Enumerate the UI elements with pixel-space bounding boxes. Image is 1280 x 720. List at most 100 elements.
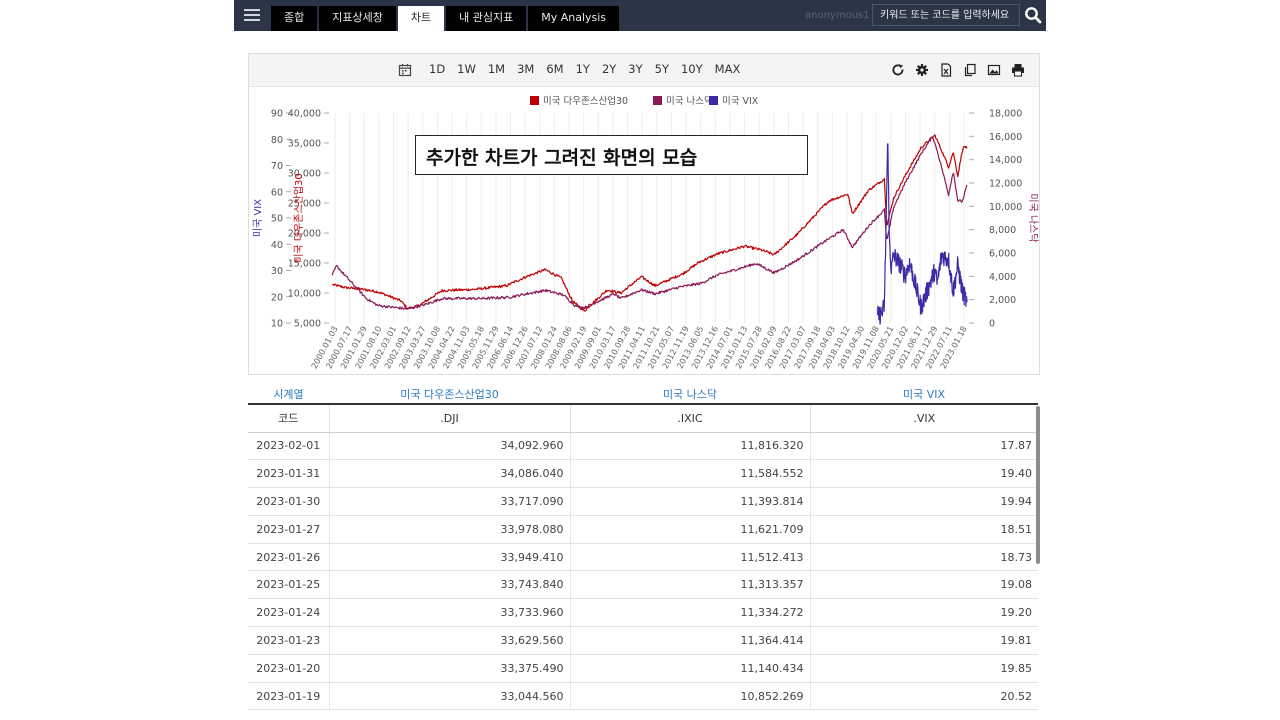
range-button-6m[interactable]: 6M [546, 62, 564, 76]
image-icon[interactable] [987, 63, 1001, 77]
table-row: 2023-01-24 33,733.960 11,334.272 19.20 [248, 598, 1038, 628]
chart-toolbar: 1D 1W 1M 3M 6M 1Y 2Y 3Y 5Y 10Y MAX [249, 54, 1039, 87]
legend-swatch [653, 96, 662, 105]
range-button-5y[interactable]: 5Y [654, 62, 669, 76]
table-row: 2023-01-23 33,629.560 11,364.414 19.81 [248, 626, 1038, 655]
tab-3[interactable]: 내 관심지표 [446, 6, 527, 31]
y-axis-title-ixic: 미국 나스닥 [1027, 193, 1039, 242]
table-cell: 33,949.410 [328, 543, 570, 572]
y-axis-title-vix: 미국 VIX [252, 199, 264, 237]
tab-4[interactable]: My Analysis [528, 6, 620, 31]
y-tick-label-dji: 5,000 [294, 319, 321, 330]
y-tick-label-ixic: 18,000 [989, 109, 1022, 120]
menu-icon[interactable] [244, 9, 260, 22]
y-tick-label-ixic: 0 [989, 319, 995, 330]
y-tick-label-ixic: 12,000 [989, 179, 1022, 190]
range-button-2y[interactable]: 2Y [601, 62, 617, 76]
tab-2[interactable]: 차트 [397, 6, 445, 31]
table-row: 2023-01-19 33,044.560 10,852.269 20.52 [248, 682, 1038, 711]
refresh-icon[interactable] [891, 63, 905, 77]
data-table-container: 시계열 미국 다우존스산업30 미국 나스닥 미국 VIX 코드 .DJI .IXIC .V… [248, 384, 1040, 720]
table-cell: 33,044.560 [328, 682, 570, 711]
tab-0[interactable]: 종합 [271, 6, 318, 31]
table-cell: 2023-01-26 [248, 543, 329, 572]
y-tick-label-vix: 60 [271, 187, 283, 198]
range-button-1d[interactable]: 1D [429, 62, 446, 76]
y-tick-label-ixic: 10,000 [989, 202, 1022, 213]
table-row: 2023-01-26 33,949.410 11,512.413 18.73 [248, 543, 1038, 572]
legend-label: 미국 다우존스산업30 [543, 95, 628, 107]
legend-label: 미국 나스닥 [666, 96, 713, 107]
y-axis-title-dji: 미국 다우존스산업30 [292, 173, 305, 263]
data-table: 시계열 미국 다우존스산업30 미국 나스닥 미국 VIX 코드 .DJI .IXIC .V… [248, 384, 1038, 711]
table-cell: 33,717.090 [328, 487, 570, 516]
y-tick-label-dji: 35,000 [288, 139, 321, 150]
table-cell: 33,743.840 [328, 570, 570, 600]
y-tick-label-dji: 15,000 [288, 259, 321, 270]
chart-panel: 1D 1W 1M 3M 6M 1Y 2Y 3Y 5Y 10Y MAX 2000.01.03 2000.… [248, 53, 1040, 375]
table-cell: 2023-01-30 [248, 487, 329, 516]
legend-swatch [709, 96, 718, 105]
range-button-1m[interactable]: 1M [487, 62, 506, 76]
chart-tools [891, 63, 1035, 77]
y-tick-label-dji: 25,000 [288, 199, 321, 210]
range-button-max[interactable]: MAX [714, 62, 741, 76]
series-line-0 [332, 134, 968, 312]
table-cell: 2023-01-31 [248, 459, 329, 489]
y-tick-label-ixic: 14,000 [989, 155, 1022, 166]
table-cell: 33,733.960 [328, 598, 570, 628]
user-name: anonymous1 [805, 10, 870, 21]
calendar-icon[interactable] [398, 63, 412, 77]
y-tick-label-ixic: 2,000 [989, 295, 1016, 306]
range-button-1w[interactable]: 1W [457, 62, 476, 76]
annotation-text: 추가한 차트가 그려진 화면의 모습 [426, 147, 698, 169]
table-cell: 19.20 [809, 598, 1038, 628]
y-tick-label-dji: 40,000 [288, 109, 321, 120]
code-header-1: .DJI [328, 404, 570, 433]
y-tick-label-vix: 10 [271, 319, 283, 330]
tab-1[interactable]: 지표상세창 [319, 6, 396, 31]
range-button-1y[interactable]: 1Y [575, 62, 590, 76]
table-cell: 2023-01-25 [248, 570, 329, 600]
table-scrollbar[interactable] [1036, 406, 1040, 564]
group-header-1: 미국 다우존스산업30 [329, 384, 570, 405]
table-row: 2023-01-31 34,086.040 11,584.552 19.40 [248, 459, 1038, 489]
gear-icon[interactable] [915, 63, 929, 77]
copy-icon[interactable] [963, 63, 977, 77]
excel-icon[interactable] [939, 63, 953, 77]
table-row: 2023-01-30 33,717.090 11,393.814 19.94 [248, 487, 1038, 516]
table-cell: 33,978.080 [328, 515, 570, 544]
legend-swatch [530, 96, 539, 105]
table-cell: 11,140.434 [569, 654, 810, 683]
legend-label: 미국 VIX [722, 96, 759, 107]
range-button-10y[interactable]: 10Y [680, 62, 703, 76]
range-button-3m[interactable]: 3M [517, 62, 535, 76]
y-tick-label-vix: 50 [271, 214, 283, 225]
y-tick-label-vix: 40 [271, 240, 283, 251]
table-cell: 2023-01-27 [248, 515, 329, 544]
search-input[interactable] [872, 4, 1020, 26]
table-cell: 34,092.960 [328, 432, 570, 461]
table-cell: 19.85 [809, 654, 1038, 683]
table-cell: 19.40 [809, 459, 1038, 489]
table-cell: 20.52 [809, 682, 1038, 711]
table-cell: 11,584.552 [569, 459, 810, 489]
y-tick-label-dji: 30,000 [288, 169, 321, 180]
print-icon[interactable] [1011, 63, 1025, 77]
series-line-2 [877, 143, 968, 325]
range-buttons: 1D 1W 1M 3M 6M 1Y 2Y 3Y 5Y 10Y MAX [429, 62, 752, 76]
range-button-3y[interactable]: 3Y [628, 62, 643, 76]
table-cell: 2023-01-23 [248, 626, 329, 655]
table-cell: 33,629.560 [328, 626, 570, 655]
table-cell: 11,393.814 [569, 487, 810, 516]
top-navigation-bar: 종합 지표상세창 차트 내 관심지표 My Analysis anonymous1 [234, 0, 1046, 31]
table-cell: 11,313.357 [569, 570, 810, 600]
y-tick-label-vix: 30 [271, 266, 283, 277]
table-row: 2023-01-27 33,978.080 11,621.709 18.51 [248, 515, 1038, 544]
table-cell: 18.51 [809, 515, 1038, 544]
group-header-2: 미국 나스닥 [570, 384, 810, 405]
y-tick-label-vix: 70 [271, 161, 283, 172]
table-cell: 10,852.269 [569, 682, 810, 711]
code-header-0: 코드 [248, 404, 329, 433]
search-icon[interactable] [1024, 6, 1042, 24]
